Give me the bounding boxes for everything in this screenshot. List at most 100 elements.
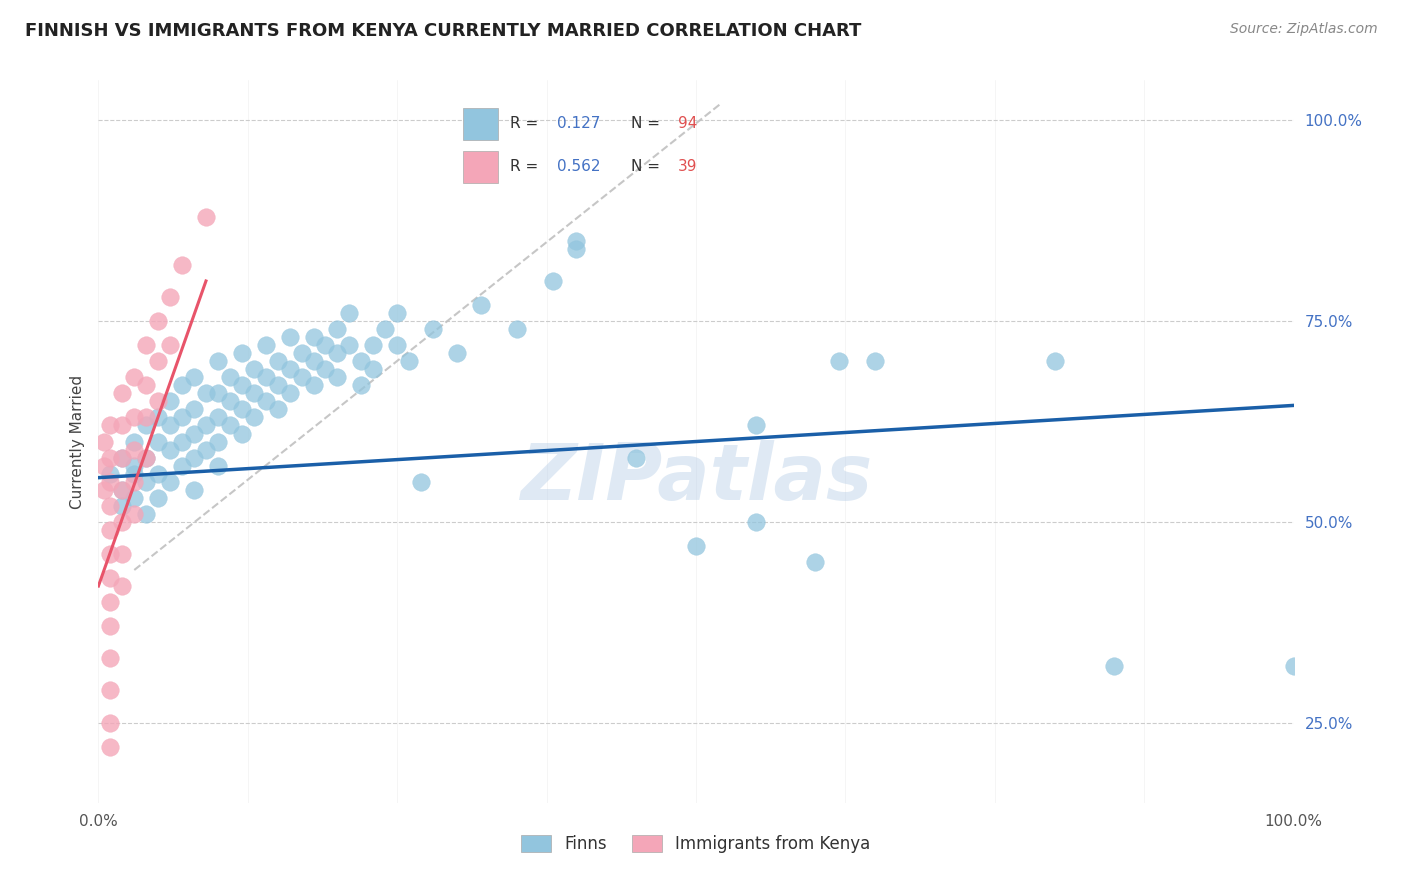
Point — [148, 314, 170, 328]
Point — [135, 475, 157, 489]
Point — [326, 346, 349, 360]
Point — [111, 386, 134, 401]
Point — [243, 410, 266, 425]
Text: Source: ZipAtlas.com: Source: ZipAtlas.com — [1230, 22, 1378, 37]
Point — [1043, 354, 1066, 368]
Point — [828, 354, 851, 368]
Point — [148, 410, 170, 425]
Point — [98, 571, 122, 585]
Point — [374, 322, 396, 336]
Point — [172, 458, 194, 473]
Point — [339, 306, 361, 320]
Point — [124, 507, 146, 521]
Point — [398, 354, 420, 368]
Point — [243, 362, 266, 376]
Point — [302, 354, 325, 368]
Point — [254, 370, 277, 384]
Point — [291, 370, 314, 384]
Point — [159, 475, 181, 489]
Point — [183, 426, 205, 441]
Point — [172, 410, 194, 425]
Point — [207, 354, 229, 368]
Point — [865, 354, 887, 368]
Point — [207, 434, 229, 449]
Point — [243, 386, 266, 401]
Text: ZIPatlas: ZIPatlas — [520, 440, 872, 516]
Point — [363, 338, 385, 352]
Point — [135, 418, 157, 433]
Point — [135, 378, 157, 392]
Point — [207, 458, 229, 473]
Point — [98, 595, 122, 609]
Point — [219, 370, 242, 384]
Point — [231, 346, 253, 360]
Point — [326, 322, 349, 336]
Point — [267, 402, 290, 417]
Point — [98, 547, 122, 561]
Point — [315, 362, 337, 376]
Point — [98, 715, 122, 730]
Point — [172, 434, 194, 449]
Point — [98, 418, 122, 433]
Point — [506, 322, 529, 336]
Point — [148, 467, 170, 481]
Point — [207, 410, 229, 425]
Point — [98, 523, 122, 537]
Point — [363, 362, 385, 376]
Point — [124, 458, 146, 473]
Point — [124, 475, 146, 489]
Point — [135, 507, 157, 521]
Point — [302, 330, 325, 344]
Point — [111, 515, 134, 529]
Point — [231, 378, 253, 392]
Point — [254, 338, 277, 352]
Point — [804, 555, 827, 569]
Point — [254, 394, 277, 409]
Point — [291, 346, 314, 360]
Point — [685, 539, 707, 553]
Point — [350, 378, 373, 392]
Point — [159, 394, 181, 409]
Point — [541, 274, 564, 288]
Point — [148, 354, 170, 368]
Point — [111, 483, 134, 497]
Point — [124, 370, 146, 384]
Point — [135, 338, 157, 352]
Point — [470, 298, 492, 312]
Point — [195, 442, 218, 457]
Point — [745, 418, 768, 433]
Point — [159, 418, 181, 433]
Point — [124, 467, 146, 481]
Point — [98, 499, 122, 513]
Text: FINNISH VS IMMIGRANTS FROM KENYA CURRENTLY MARRIED CORRELATION CHART: FINNISH VS IMMIGRANTS FROM KENYA CURRENT… — [25, 22, 862, 40]
Point — [98, 683, 122, 698]
Point — [183, 402, 205, 417]
Point — [278, 386, 301, 401]
Point — [1282, 659, 1305, 673]
Point — [111, 547, 134, 561]
Point — [422, 322, 444, 336]
Point — [207, 386, 229, 401]
Point — [231, 426, 253, 441]
Point — [111, 450, 134, 465]
Point — [183, 370, 205, 384]
Point — [339, 338, 361, 352]
Point — [219, 418, 242, 433]
Point — [98, 651, 122, 665]
Point — [219, 394, 242, 409]
Point — [98, 619, 122, 633]
Point — [148, 434, 170, 449]
Point — [111, 483, 134, 497]
Point — [93, 483, 115, 497]
Point — [446, 346, 468, 360]
Point — [172, 258, 194, 272]
Point — [195, 210, 218, 224]
Point — [98, 467, 122, 481]
Point — [195, 386, 218, 401]
Point — [267, 378, 290, 392]
Point — [124, 442, 146, 457]
Point — [315, 338, 337, 352]
Point — [159, 338, 181, 352]
Point — [267, 354, 290, 368]
Point — [135, 450, 157, 465]
